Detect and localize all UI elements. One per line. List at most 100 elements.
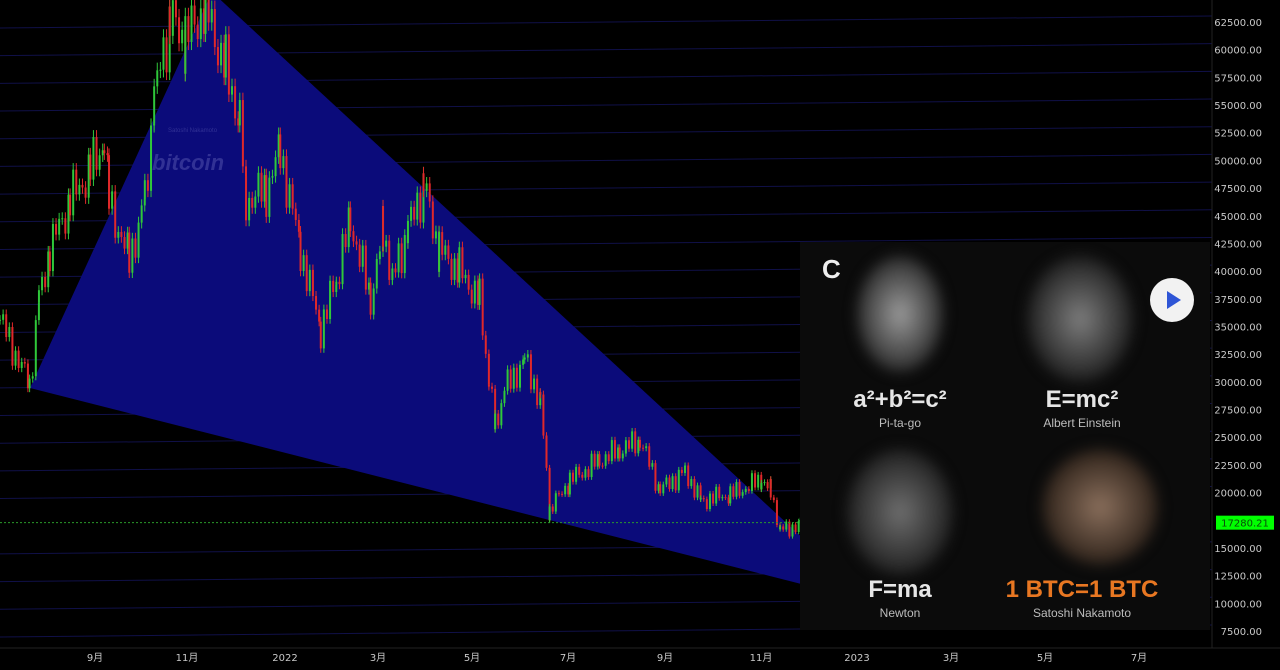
current-price-label: 17280.21 [1216,515,1274,530]
candle-body [683,465,686,473]
candle-body [491,386,494,389]
candle-body [382,206,385,247]
price-axis[interactable] [1212,0,1280,670]
candle-body [416,192,419,220]
formula-satoshi: 1 BTC=1 BTC [1005,576,1159,603]
candle-body [81,184,84,188]
candle-body [503,392,506,404]
candle-body [369,282,372,315]
play-icon[interactable] [1150,278,1194,322]
candle-body [120,231,123,238]
y-tick-label: 7500.00 [1221,627,1262,638]
promo-video-overlay[interactable]: C a²+b²=c² Pi-ta-go E=mc² Albert Einstei… [800,242,1210,630]
candle-body [282,156,285,169]
candle-body [693,478,696,498]
candle-body [724,497,727,499]
candle-body [335,281,338,285]
candle-body [378,251,381,260]
candle-body [539,392,542,406]
candle-body [419,192,422,223]
falling-wedge-drawing[interactable] [30,0,872,602]
candle-body [257,172,260,197]
candle-body [587,469,590,478]
candle-body [447,245,450,259]
y-tick-label: 30000.00 [1214,378,1262,389]
candle-body [143,180,146,200]
candle-body [548,506,551,521]
candle-body [103,150,106,154]
candle-body [204,0,207,34]
candle-body [732,486,735,497]
candle-body [322,309,325,349]
candle-body [349,207,352,232]
candle-body [607,454,610,462]
candle-body [114,191,117,238]
y-tick-label: 62500.00 [1214,18,1262,29]
y-tick-label: 47500.00 [1214,184,1262,195]
candle-body [741,492,744,496]
candle-body [227,34,230,95]
y-tick-label: 45000.00 [1214,212,1262,223]
candle-body [111,191,114,209]
candle-body [0,319,2,321]
candle-body [509,369,512,389]
y-tick-label: 10000.00 [1214,599,1262,610]
candle-body [248,197,251,221]
candle-body [687,465,690,487]
candle-body [484,335,487,354]
candle-body [174,0,177,18]
candle-body [26,363,29,389]
candle-body [464,274,467,279]
candle-body [610,440,613,462]
candle-body [199,8,202,40]
candle-body [181,29,184,44]
candle-body [763,482,766,484]
candle-body [37,302,40,321]
candle-body [708,493,711,510]
candle-body [523,357,526,360]
candle-body [470,289,473,304]
candle-body [355,241,358,245]
candle-body [456,258,459,283]
candle-body [651,463,654,467]
candle-body [642,447,645,449]
candle-body [718,486,721,499]
candle-body [234,86,237,119]
candle-body [561,493,564,495]
y-tick-label: 20000.00 [1214,489,1262,500]
candle-body [72,169,75,216]
candle-body [645,446,648,449]
y-tick-label: 32500.00 [1214,350,1262,361]
candle-body [476,280,479,305]
candle-body [766,482,769,489]
candle-body [548,467,551,521]
candle-body [87,154,90,198]
candle-body [618,447,621,459]
candle-body [542,394,545,436]
y-tick-label: 50000.00 [1214,156,1262,167]
x-tick-label: 3月 [370,652,386,664]
candle-body [178,17,181,44]
candle-body [134,238,137,258]
y-tick-label: 42500.00 [1214,239,1262,250]
candle-body [277,134,280,158]
candle-body [735,482,738,497]
candle-body [545,435,548,468]
candle-body [311,269,314,297]
candle-body [187,16,190,42]
candle-body [668,477,671,490]
formula-pythagoras: a²+b²=c² [853,386,947,413]
candle-body [403,235,406,274]
candle-body [123,237,126,249]
candle-body [712,493,715,504]
candle-body [503,390,506,393]
candle-body [428,183,431,202]
candle-body [494,388,497,430]
candle-body [512,367,515,389]
candle-body [315,296,318,310]
candle-body [55,223,58,235]
time-axis[interactable] [0,648,1212,670]
candle-body [375,259,378,289]
candle-body [37,290,40,303]
